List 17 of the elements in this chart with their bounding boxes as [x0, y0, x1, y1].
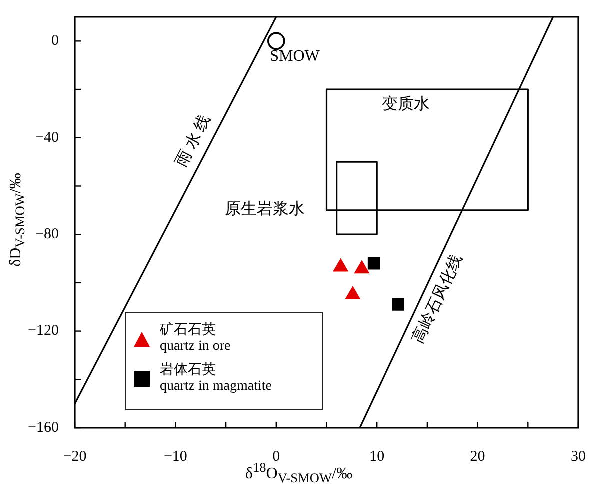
y-tick-label: −80: [36, 226, 59, 243]
y-tick-label: −40: [36, 130, 59, 146]
x-tick-label: 30: [571, 448, 586, 465]
annotation: 原生岩浆水: [225, 200, 305, 218]
legend-label: 矿石石英 quartz in ore: [160, 323, 231, 356]
text: 高岭石风化线: [408, 252, 466, 346]
y-tick-label: −160: [28, 420, 59, 436]
x-tick-label: 20: [470, 448, 486, 465]
annotation: SMOW: [270, 48, 321, 66]
annotation: 变质水: [382, 95, 430, 114]
x-tick-label: 10: [370, 448, 385, 465]
legend-label: 岩体石英 quartz in magmatite: [160, 363, 272, 396]
y-tick-label: −120: [28, 323, 59, 340]
x-tick-label: −10: [164, 448, 188, 465]
y-tick-label: 0: [52, 33, 59, 50]
text: 雨 水 线: [172, 112, 214, 170]
x-tick-label: −20: [63, 448, 87, 465]
